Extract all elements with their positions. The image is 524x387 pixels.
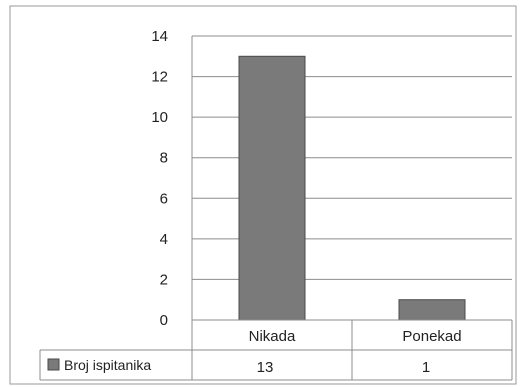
category-label-1: Ponekad [402, 328, 461, 345]
y-tick-label-8: 8 [160, 150, 168, 167]
y-axis-tick-labels: 0 2 4 6 8 10 12 14 [151, 28, 168, 329]
data-table-cell-1: 1 [422, 359, 430, 376]
category-label-0: Nikada [249, 328, 296, 345]
bar-nikada [238, 55, 306, 321]
data-table [39, 319, 513, 381]
data-table-cell-0: 13 [257, 359, 274, 376]
y-tick-label-0: 0 [160, 312, 168, 329]
y-tick-label-12: 12 [151, 69, 168, 86]
bars [238, 55, 466, 321]
y-tick-label-4: 4 [160, 231, 168, 248]
bar-ponekad [398, 299, 466, 321]
legend-label: Broj ispitanika [64, 357, 151, 373]
y-tick-label-6: 6 [160, 190, 168, 207]
y-tick-label-2: 2 [160, 271, 168, 288]
y-tick-label-14: 14 [151, 28, 168, 45]
y-tick-label-10: 10 [151, 109, 168, 126]
legend-swatch [47, 358, 60, 371]
